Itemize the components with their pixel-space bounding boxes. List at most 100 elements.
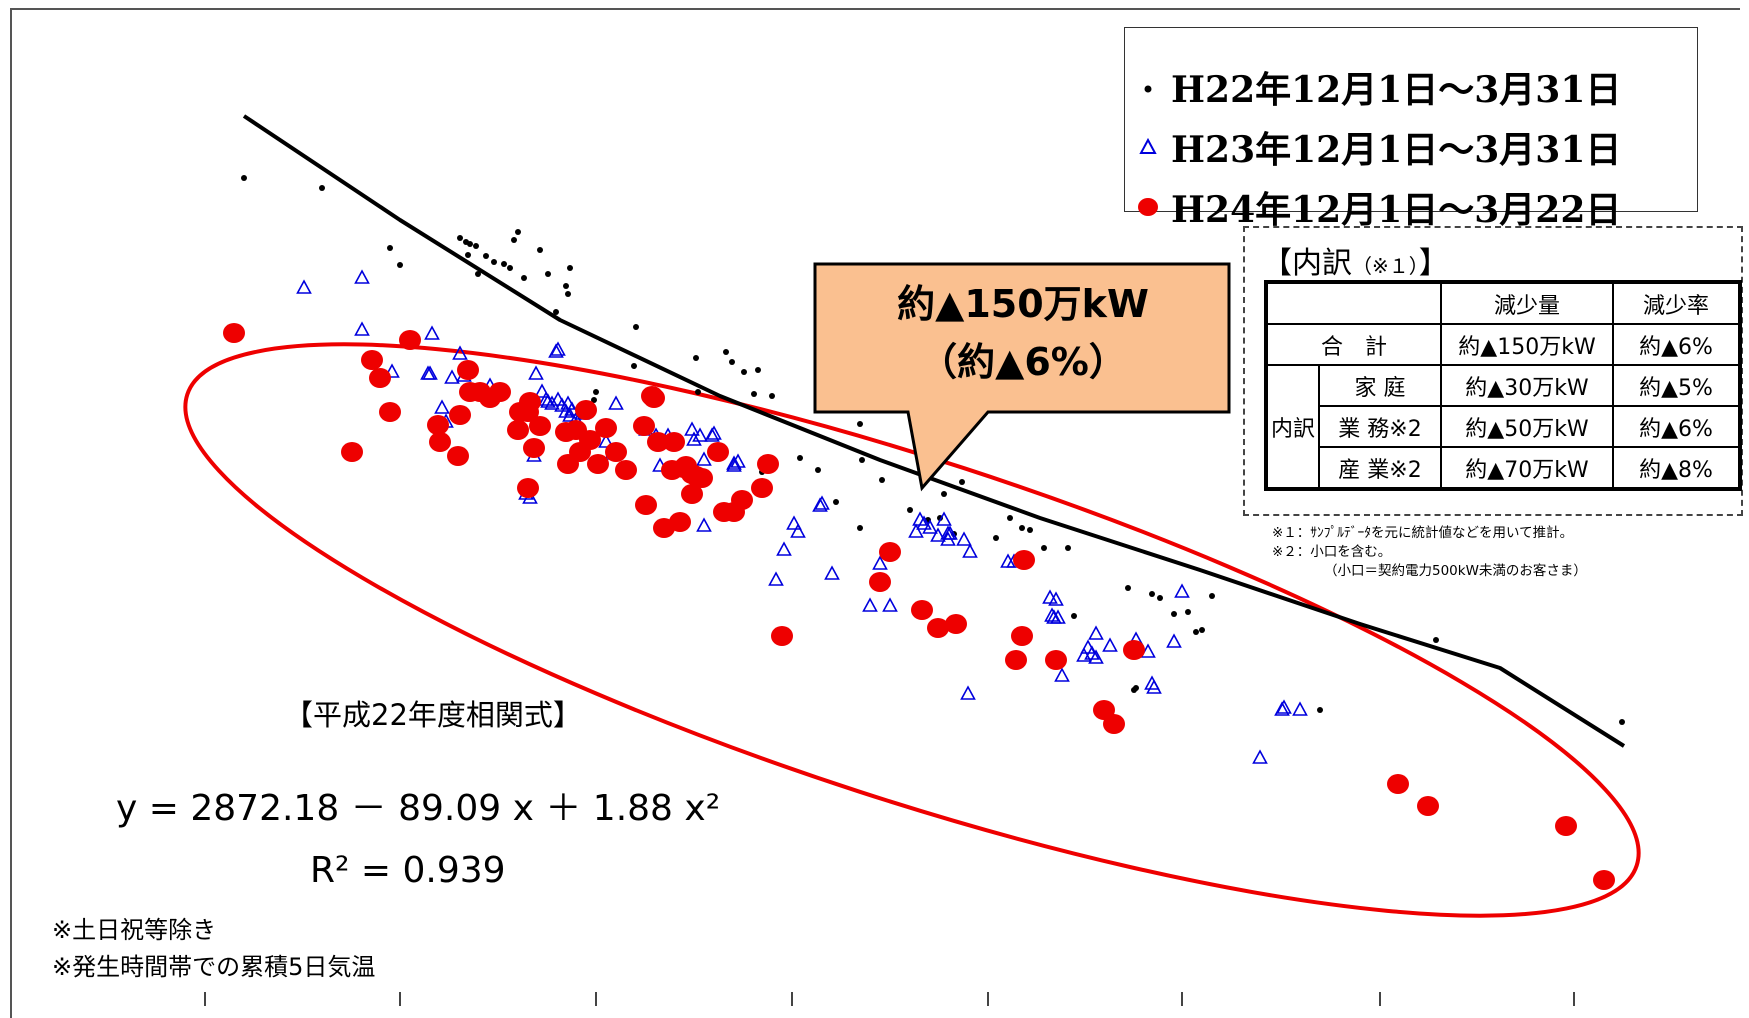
data-point xyxy=(444,369,460,384)
data-point xyxy=(731,490,753,510)
data-point xyxy=(1050,609,1066,624)
breakdown-box xyxy=(1243,226,1743,516)
breakdown-total-rate: 約▲6% xyxy=(1612,323,1741,366)
data-point xyxy=(1387,774,1409,794)
breakdown-row-rate: 約▲6% xyxy=(1612,405,1741,448)
data-point xyxy=(751,391,757,397)
legend-item-h22: H22年12月1日～3月31日 xyxy=(1125,62,1621,112)
data-point xyxy=(1044,607,1060,622)
data-point xyxy=(695,389,701,395)
data-point xyxy=(1123,640,1145,660)
data-point xyxy=(1166,633,1182,648)
data-point xyxy=(940,531,956,546)
data-point xyxy=(501,261,507,267)
data-point xyxy=(751,478,773,498)
data-point xyxy=(833,499,839,505)
data-point xyxy=(1593,870,1615,890)
breakdown-header-row: 減少量 減少率 xyxy=(1265,281,1741,325)
data-point xyxy=(857,525,863,531)
data-point xyxy=(587,454,609,474)
data-point xyxy=(916,515,932,530)
data-point xyxy=(538,391,554,406)
data-point xyxy=(521,275,527,281)
data-point xyxy=(786,515,802,530)
data-point xyxy=(1555,816,1577,836)
data-point xyxy=(540,393,556,408)
data-point xyxy=(879,542,901,562)
data-point xyxy=(537,247,543,253)
data-point xyxy=(449,405,471,425)
data-point xyxy=(1146,679,1162,694)
data-point xyxy=(857,421,863,427)
data-point xyxy=(1619,719,1625,725)
plot-frame xyxy=(10,8,1740,1018)
data-point xyxy=(422,365,438,380)
breakdown-title-note: （※１） xyxy=(1352,254,1419,278)
legend-label-h22: H22年12月1日～3月31日 xyxy=(1171,69,1622,111)
data-point xyxy=(1174,583,1190,598)
data-point xyxy=(483,253,489,259)
data-point xyxy=(1007,515,1013,521)
breakdown-row-label: 家 庭 xyxy=(1318,364,1442,407)
data-point xyxy=(908,523,924,538)
data-point xyxy=(1317,707,1323,713)
breakdown-note-2: ※２：小口を含む。 xyxy=(1272,544,1392,560)
data-point xyxy=(491,259,497,265)
data-point xyxy=(956,531,972,546)
data-point xyxy=(675,456,697,476)
data-point xyxy=(706,425,722,440)
data-point xyxy=(429,432,451,452)
data-point xyxy=(922,519,938,534)
data-point xyxy=(519,392,541,412)
data-point xyxy=(387,245,393,251)
data-point xyxy=(1171,611,1177,617)
data-point xyxy=(771,626,793,646)
data-point xyxy=(1417,796,1439,816)
data-point xyxy=(354,269,370,284)
data-point xyxy=(872,555,888,570)
data-point xyxy=(1019,525,1025,531)
data-point xyxy=(704,427,720,442)
callout-box xyxy=(813,262,1231,492)
data-point xyxy=(882,597,898,612)
data-point xyxy=(869,572,891,592)
data-point xyxy=(1252,749,1268,764)
data-point xyxy=(942,525,958,540)
data-point xyxy=(815,467,821,473)
data-point xyxy=(553,309,559,315)
data-point xyxy=(575,400,597,420)
data-point xyxy=(615,460,637,480)
data-point xyxy=(563,283,569,289)
breakdown-row-rate: 約▲5% xyxy=(1612,364,1741,407)
equation-title: 【平成22年度相関式】 xyxy=(284,698,582,732)
data-point xyxy=(529,416,551,436)
footnote-holidays: ※土日祝等除き xyxy=(52,916,217,944)
data-point xyxy=(457,235,463,241)
data-point xyxy=(757,454,779,474)
breakdown-total-amount: 約▲150万kW xyxy=(1440,323,1614,366)
data-point xyxy=(341,442,363,462)
data-point xyxy=(730,453,746,468)
data-point xyxy=(1048,591,1064,606)
data-point xyxy=(565,291,571,297)
data-point xyxy=(814,495,830,510)
breakdown-row: 産 業※2 約▲70万kW 約▲8% xyxy=(1266,446,1741,490)
data-point xyxy=(1071,613,1077,619)
data-point xyxy=(1292,701,1308,716)
breakdown-title-end: 】 xyxy=(1418,246,1449,281)
data-point xyxy=(475,271,481,277)
breakdown-row: 内訳 家 庭 約▲30万kW 約▲5% xyxy=(1265,364,1741,490)
data-point xyxy=(397,262,403,268)
legend-item-h24: H24年12月1日～3月22日 xyxy=(1125,182,1621,232)
data-point xyxy=(354,321,370,336)
series-0 xyxy=(241,175,1625,725)
triangle-marker-icon xyxy=(1125,137,1171,157)
data-point xyxy=(959,479,965,485)
data-point xyxy=(769,393,775,399)
data-point xyxy=(631,363,637,369)
legend-item-h23: H23年12月1日～3月31日 xyxy=(1125,122,1621,172)
highlight-ellipse xyxy=(183,342,1641,918)
data-point xyxy=(591,397,597,403)
data-point xyxy=(1088,649,1104,664)
